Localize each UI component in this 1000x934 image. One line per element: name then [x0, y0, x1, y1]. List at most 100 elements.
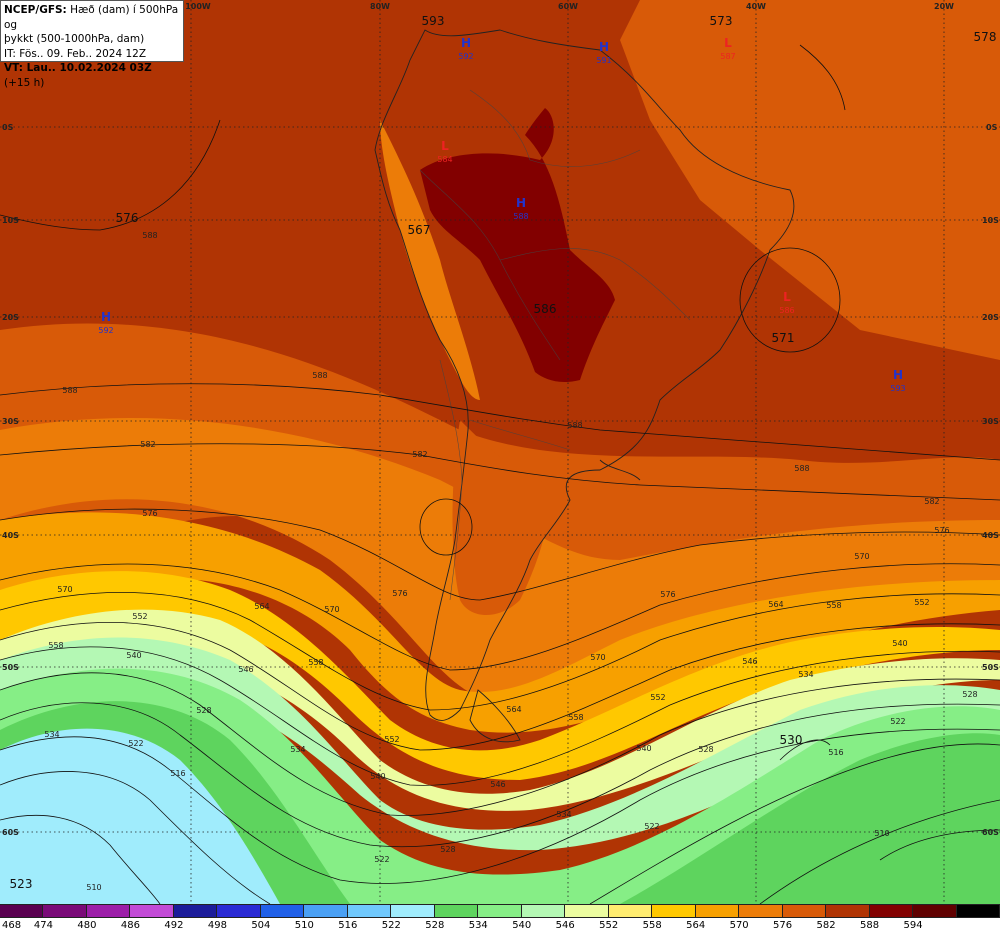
svg-text:588: 588	[794, 464, 809, 473]
color-legend: 468 474 480 486 492 498 504 510 516 522 528 534 540 5…	[0, 904, 1000, 934]
legend-value: 522	[381, 920, 401, 931]
legend-swatch	[565, 905, 609, 917]
svg-text:570: 570	[854, 552, 869, 561]
legend-value: 528	[425, 920, 445, 931]
center-letter: H	[893, 368, 903, 382]
svg-text:591: 591	[596, 56, 611, 65]
svg-text:570: 570	[57, 585, 72, 594]
svg-text:534: 534	[44, 730, 59, 739]
svg-text:510: 510	[874, 829, 889, 838]
model-name: NCEP/GFS:	[4, 4, 67, 16]
svg-text:60W: 60W	[558, 2, 578, 11]
svg-text:593: 593	[422, 14, 445, 28]
country-borders	[419, 89, 691, 601]
legend-swatch	[478, 905, 522, 917]
svg-text:540: 540	[370, 772, 385, 781]
svg-text:571: 571	[772, 331, 795, 345]
legend-swatch	[304, 905, 348, 917]
svg-text:522: 522	[644, 822, 659, 831]
svg-text:552: 552	[384, 735, 399, 744]
pressure-centers: H 592 H 591 L 587 L 584 H 588 H 592 L 586 H 593	[98, 36, 905, 393]
legend-value: 474	[33, 920, 54, 931]
legend-swatch	[956, 905, 1000, 917]
legend-value: 576	[773, 920, 793, 931]
svg-text:586: 586	[779, 306, 794, 315]
svg-text:60S: 60S	[982, 828, 999, 837]
svg-text:564: 564	[506, 705, 521, 714]
svg-text:558: 558	[826, 601, 841, 610]
svg-text:576: 576	[142, 509, 157, 518]
svg-text:50S: 50S	[982, 663, 999, 672]
legend-value: 558	[642, 920, 662, 931]
svg-text:576: 576	[934, 526, 949, 535]
legend-value: 486	[120, 920, 140, 931]
svg-text:0S: 0S	[986, 123, 998, 132]
legend-swatch	[608, 905, 653, 917]
svg-text:582: 582	[924, 497, 939, 506]
svg-text:540: 540	[636, 744, 651, 753]
svg-text:510: 510	[86, 883, 101, 892]
legend-labels: 468 474 480 486 492 498 504 510 516 522 528 534 540 5…	[0, 919, 1000, 934]
legend-swatch	[0, 905, 44, 917]
svg-text:534: 534	[556, 810, 571, 819]
svg-text:10S: 10S	[2, 216, 19, 225]
svg-text:546: 546	[742, 657, 757, 666]
svg-text:522: 522	[890, 717, 905, 726]
legend-value: 570	[729, 920, 749, 931]
coastline	[374, 29, 795, 743]
legend-value: 564	[686, 920, 706, 931]
svg-text:10S: 10S	[982, 216, 999, 225]
legend-swatch	[782, 905, 827, 917]
legend-value: 498	[207, 920, 227, 931]
svg-text:558: 558	[48, 641, 63, 650]
svg-text:100W: 100W	[185, 2, 211, 11]
svg-text:552: 552	[914, 598, 929, 607]
svg-text:567: 567	[408, 223, 431, 237]
svg-text:573: 573	[710, 14, 733, 28]
svg-text:552: 552	[650, 693, 665, 702]
svg-text:592: 592	[458, 52, 473, 61]
center-letter: L	[441, 139, 449, 153]
svg-text:522: 522	[128, 739, 143, 748]
center-letter: L	[724, 36, 732, 50]
svg-text:540: 540	[126, 651, 141, 660]
svg-text:0S: 0S	[2, 123, 14, 132]
svg-text:20S: 20S	[982, 313, 999, 322]
legend-value: 546	[555, 920, 575, 931]
svg-text:576: 576	[116, 211, 139, 225]
legend-value: 504	[251, 920, 271, 931]
svg-text:540: 540	[892, 639, 907, 648]
svg-text:20S: 20S	[2, 313, 19, 322]
legend-value: 468	[2, 920, 22, 931]
legend-value: 480	[77, 920, 97, 931]
svg-text:588: 588	[142, 231, 157, 240]
svg-text:40S: 40S	[982, 531, 999, 540]
legend-value: 510	[294, 920, 314, 931]
svg-text:516: 516	[170, 769, 185, 778]
field-desc-2: þykkt (500-1000hPa, dam)	[4, 33, 145, 45]
legend-swatch	[391, 905, 435, 917]
svg-text:528: 528	[196, 706, 211, 715]
svg-text:528: 528	[440, 845, 455, 854]
legend-value: 540	[512, 920, 532, 931]
legend-value: 516	[338, 920, 358, 931]
svg-text:582: 582	[140, 440, 155, 449]
svg-text:552: 552	[132, 612, 147, 621]
contour-labels: 588 588 588 588 588 582 582 582 576 576 576 576 5…	[44, 231, 977, 892]
svg-text:534: 534	[798, 670, 813, 679]
svg-text:530: 530	[780, 733, 803, 747]
graticule	[0, 0, 1000, 904]
info-box: NCEP/GFS: Hæð (dam) í 500hPa og þykkt (5…	[0, 0, 184, 89]
svg-text:60S: 60S	[2, 828, 19, 837]
center-letter: H	[101, 310, 111, 324]
legend-swatch	[434, 905, 479, 917]
legend-swatch	[913, 905, 957, 917]
center-letter: H	[599, 40, 609, 54]
svg-text:570: 570	[324, 605, 339, 614]
closed-contours	[0, 44, 846, 556]
svg-text:564: 564	[254, 602, 269, 611]
svg-text:30S: 30S	[2, 417, 19, 426]
svg-text:586: 586	[534, 302, 557, 316]
center-letter: H	[461, 36, 471, 50]
legend-value: 552	[599, 920, 619, 931]
